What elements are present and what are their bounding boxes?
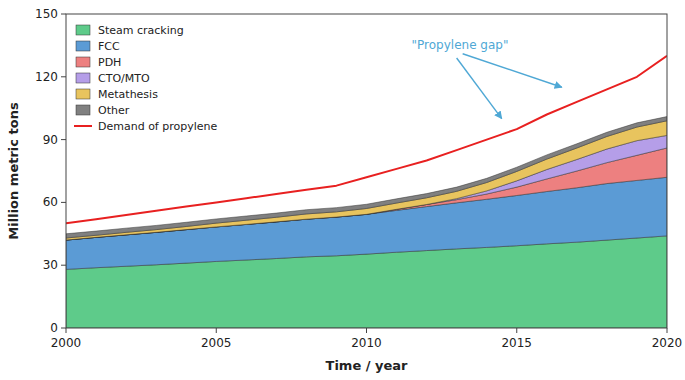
y-tick [61, 139, 66, 140]
legend-label: Demand of propylene [98, 120, 218, 133]
x-tick [216, 328, 217, 333]
plot-background [66, 14, 667, 328]
x-tick [366, 328, 367, 333]
annotation-arrow [463, 54, 562, 87]
x-axis-label: Time / year [326, 358, 409, 373]
y-tick-label: 60 [43, 195, 58, 209]
legend-swatch [76, 105, 90, 115]
axes: 2000 2005 2010 2015 2020 0 30 60 90 120 150 [35, 7, 682, 350]
x-tick [516, 328, 517, 333]
y-tick-label: 120 [35, 70, 58, 84]
legend-swatch [76, 41, 90, 51]
annotation-arrow [457, 58, 502, 119]
y-tick-label: 150 [35, 7, 58, 21]
y-tick-label: 90 [43, 133, 58, 147]
plot-frame [66, 14, 667, 328]
legend-swatch [74, 125, 92, 127]
legend-swatch [76, 57, 90, 67]
y-tick-label: 0 [50, 321, 58, 335]
x-tick-label: 2005 [201, 336, 232, 350]
y-tick [61, 328, 66, 329]
legend-swatch [76, 73, 90, 83]
legend-label: CTO/MTO [98, 72, 150, 85]
y-tick [61, 76, 66, 77]
y-axis-label: Million metric tons [6, 102, 21, 240]
x-tick-label: 2010 [351, 336, 382, 350]
legend-label: Steam cracking [98, 24, 184, 37]
legend-label: Metathesis [98, 88, 158, 101]
x-tick-label: 2000 [51, 336, 82, 350]
x-tick [66, 328, 67, 333]
x-tick-label: 2015 [501, 336, 532, 350]
legend-label: FCC [98, 40, 120, 53]
chart: 2000 2005 2010 2015 2020 0 30 60 90 120 150 Time / … [0, 0, 685, 380]
x-tick-label: 2020 [652, 336, 683, 350]
plot-data [66, 56, 667, 328]
legend-swatch [76, 25, 90, 35]
x-tick [667, 328, 668, 333]
line [66, 56, 667, 223]
legend-label: Other [98, 104, 130, 117]
legend-swatch [76, 89, 90, 99]
annotation-text: "Propylene gap" [412, 38, 509, 52]
y-tick-label: 30 [43, 258, 58, 272]
y-tick [61, 202, 66, 203]
annotations: "Propylene gap" [412, 38, 562, 119]
y-tick [61, 14, 66, 15]
legend: Steam cracking FCC PDH CTO/MTO Metathesis Oth… [74, 24, 218, 133]
area [66, 121, 667, 240]
area [66, 177, 667, 269]
legend-label: PDH [98, 56, 121, 69]
y-tick [61, 265, 66, 266]
